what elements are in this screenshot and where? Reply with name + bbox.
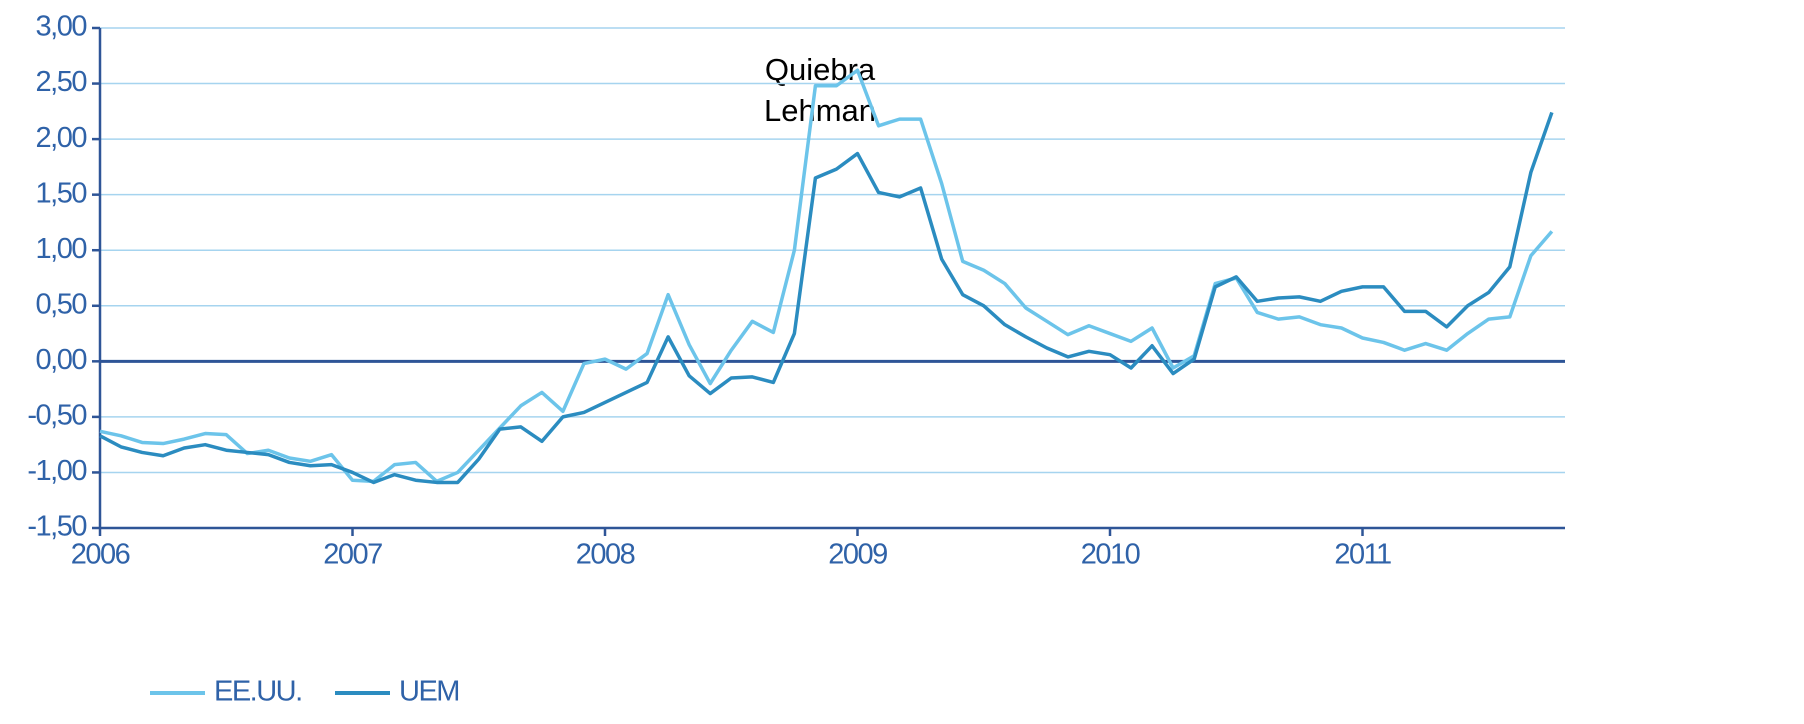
y-tick-label: 1,00 xyxy=(36,233,87,265)
x-tick-label: 2006 xyxy=(71,539,130,571)
series-line xyxy=(99,68,1554,484)
y-tick-label: 0,50 xyxy=(36,288,87,320)
y-tick-label: 3,00 xyxy=(36,11,87,43)
series-line xyxy=(99,111,1554,485)
legend-label: UEM xyxy=(399,676,459,708)
y-tick-label: 2,00 xyxy=(36,122,87,154)
x-tick-label: 2011 xyxy=(1334,539,1391,571)
x-tick-label: 2007 xyxy=(323,539,382,571)
legend-label: EE.UU. xyxy=(214,676,302,708)
x-tick-label: 2008 xyxy=(576,539,635,571)
x-tick-label: 2009 xyxy=(828,539,887,571)
y-tick-label: 1,50 xyxy=(36,177,87,209)
annotation: Quiebra xyxy=(765,52,876,87)
y-tick-label: -0,50 xyxy=(27,400,86,432)
annotation: Lehman xyxy=(764,93,876,128)
x-tick-label: 2010 xyxy=(1081,539,1140,571)
y-tick-label: 0,00 xyxy=(36,344,87,376)
y-tick-label: 2,50 xyxy=(36,66,87,98)
y-tick-label: -1,00 xyxy=(27,455,86,487)
y-tick-label: -1,50 xyxy=(27,511,86,543)
